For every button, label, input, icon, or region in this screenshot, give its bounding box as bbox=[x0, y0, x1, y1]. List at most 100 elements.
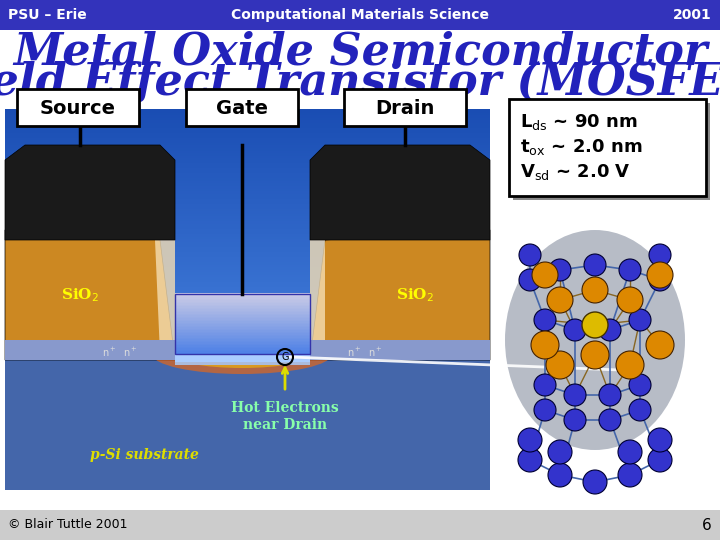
Bar bbox=[175, 329, 310, 332]
Bar bbox=[5, 345, 490, 348]
Circle shape bbox=[518, 428, 542, 452]
Bar bbox=[5, 340, 180, 360]
Bar bbox=[5, 145, 490, 148]
Bar bbox=[5, 360, 490, 363]
Bar bbox=[175, 354, 310, 362]
Bar bbox=[5, 243, 490, 247]
Text: near Drain: near Drain bbox=[243, 418, 327, 432]
Bar bbox=[5, 474, 490, 477]
Bar bbox=[5, 325, 490, 328]
Bar bbox=[5, 408, 490, 411]
Bar bbox=[5, 299, 490, 302]
Bar bbox=[5, 304, 490, 308]
Text: n$^+$  n$^+$: n$^+$ n$^+$ bbox=[102, 346, 138, 359]
Bar bbox=[5, 312, 490, 315]
Bar bbox=[5, 476, 490, 480]
Bar bbox=[175, 320, 310, 322]
Bar bbox=[5, 377, 490, 381]
Polygon shape bbox=[310, 240, 325, 354]
Bar bbox=[5, 461, 490, 464]
Polygon shape bbox=[155, 240, 175, 354]
Circle shape bbox=[581, 341, 609, 369]
Bar bbox=[175, 353, 310, 365]
Circle shape bbox=[564, 384, 586, 406]
Bar bbox=[175, 352, 310, 354]
Circle shape bbox=[629, 309, 651, 331]
Bar bbox=[5, 246, 490, 249]
Bar bbox=[5, 454, 490, 457]
Bar bbox=[5, 301, 490, 305]
Bar bbox=[5, 355, 490, 358]
Bar bbox=[5, 129, 490, 133]
Bar bbox=[5, 433, 490, 437]
Text: 2001: 2001 bbox=[673, 8, 712, 22]
Circle shape bbox=[564, 319, 586, 341]
Bar bbox=[5, 134, 490, 138]
Circle shape bbox=[646, 331, 674, 359]
Text: PSU – Erie: PSU – Erie bbox=[8, 8, 86, 22]
Text: SiO$_2$: SiO$_2$ bbox=[396, 286, 434, 304]
Circle shape bbox=[648, 428, 672, 452]
Circle shape bbox=[629, 374, 651, 396]
Bar bbox=[5, 175, 490, 178]
Bar bbox=[5, 112, 490, 115]
Bar bbox=[5, 215, 490, 219]
Bar bbox=[5, 357, 490, 361]
Bar bbox=[5, 466, 490, 470]
FancyBboxPatch shape bbox=[513, 103, 710, 200]
Bar bbox=[0, 0, 720, 30]
Text: V$_{\mathsf{sd}}$ ~ 2.0 V: V$_{\mathsf{sd}}$ ~ 2.0 V bbox=[520, 162, 631, 182]
Bar bbox=[5, 228, 490, 232]
Bar bbox=[5, 487, 490, 490]
Bar bbox=[5, 352, 490, 356]
Circle shape bbox=[618, 440, 642, 464]
Bar bbox=[5, 319, 490, 323]
Bar bbox=[5, 127, 490, 130]
Bar bbox=[5, 211, 490, 214]
Bar bbox=[5, 322, 490, 325]
Polygon shape bbox=[5, 230, 175, 360]
Bar bbox=[5, 208, 490, 211]
Bar bbox=[5, 279, 490, 282]
Circle shape bbox=[616, 351, 644, 379]
Bar bbox=[5, 198, 490, 201]
Text: Metal Oxide Semiconductor: Metal Oxide Semiconductor bbox=[13, 30, 707, 73]
Bar bbox=[5, 124, 490, 128]
Bar bbox=[5, 373, 490, 376]
Bar bbox=[5, 365, 490, 368]
Circle shape bbox=[548, 463, 572, 487]
Bar bbox=[5, 383, 490, 386]
Bar bbox=[5, 114, 490, 118]
Bar bbox=[5, 200, 490, 204]
Text: SiO$_2$: SiO$_2$ bbox=[61, 286, 99, 304]
Ellipse shape bbox=[152, 334, 332, 374]
Polygon shape bbox=[310, 230, 490, 360]
Bar bbox=[5, 235, 490, 239]
Bar bbox=[5, 441, 490, 444]
Circle shape bbox=[549, 259, 571, 281]
Bar bbox=[5, 350, 490, 353]
Bar bbox=[5, 202, 490, 206]
Bar bbox=[5, 370, 490, 374]
Circle shape bbox=[532, 262, 558, 288]
Bar bbox=[5, 410, 490, 414]
Bar bbox=[5, 152, 490, 156]
Bar bbox=[175, 340, 310, 342]
Bar bbox=[175, 313, 310, 315]
Bar bbox=[5, 446, 490, 449]
Bar bbox=[5, 185, 490, 188]
Bar bbox=[5, 443, 490, 447]
Circle shape bbox=[599, 319, 621, 341]
Circle shape bbox=[599, 384, 621, 406]
Bar bbox=[5, 329, 490, 333]
Circle shape bbox=[583, 470, 607, 494]
Bar bbox=[5, 416, 490, 419]
Circle shape bbox=[534, 374, 556, 396]
Circle shape bbox=[619, 259, 641, 281]
Bar bbox=[5, 413, 490, 416]
Bar bbox=[175, 327, 310, 330]
Circle shape bbox=[629, 399, 651, 421]
Bar bbox=[5, 218, 490, 221]
Circle shape bbox=[531, 331, 559, 359]
Circle shape bbox=[518, 448, 542, 472]
